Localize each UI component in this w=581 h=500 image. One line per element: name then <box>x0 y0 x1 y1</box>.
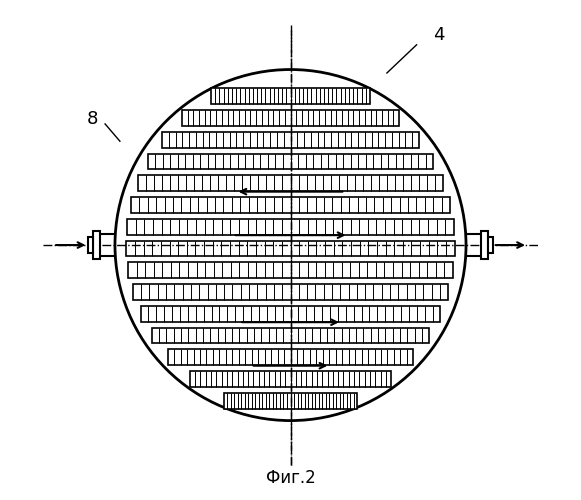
Bar <box>182 110 399 126</box>
Bar <box>93 232 100 258</box>
Bar <box>190 371 391 387</box>
Bar <box>488 237 493 253</box>
Bar <box>152 328 429 344</box>
Bar <box>162 132 419 148</box>
Bar <box>148 154 433 170</box>
Bar <box>127 219 454 234</box>
Bar <box>141 306 440 322</box>
Bar <box>224 393 357 408</box>
Bar <box>138 176 443 191</box>
Bar <box>168 350 413 365</box>
Text: 8: 8 <box>87 110 98 128</box>
Bar <box>88 237 93 253</box>
Bar <box>128 262 453 278</box>
Text: 4: 4 <box>433 26 444 44</box>
Text: Фиг.2: Фиг.2 <box>266 470 315 488</box>
Bar <box>127 240 454 256</box>
Circle shape <box>115 70 466 420</box>
Bar <box>131 197 450 213</box>
Bar <box>133 284 448 300</box>
Bar <box>481 232 488 258</box>
Bar <box>211 88 370 104</box>
